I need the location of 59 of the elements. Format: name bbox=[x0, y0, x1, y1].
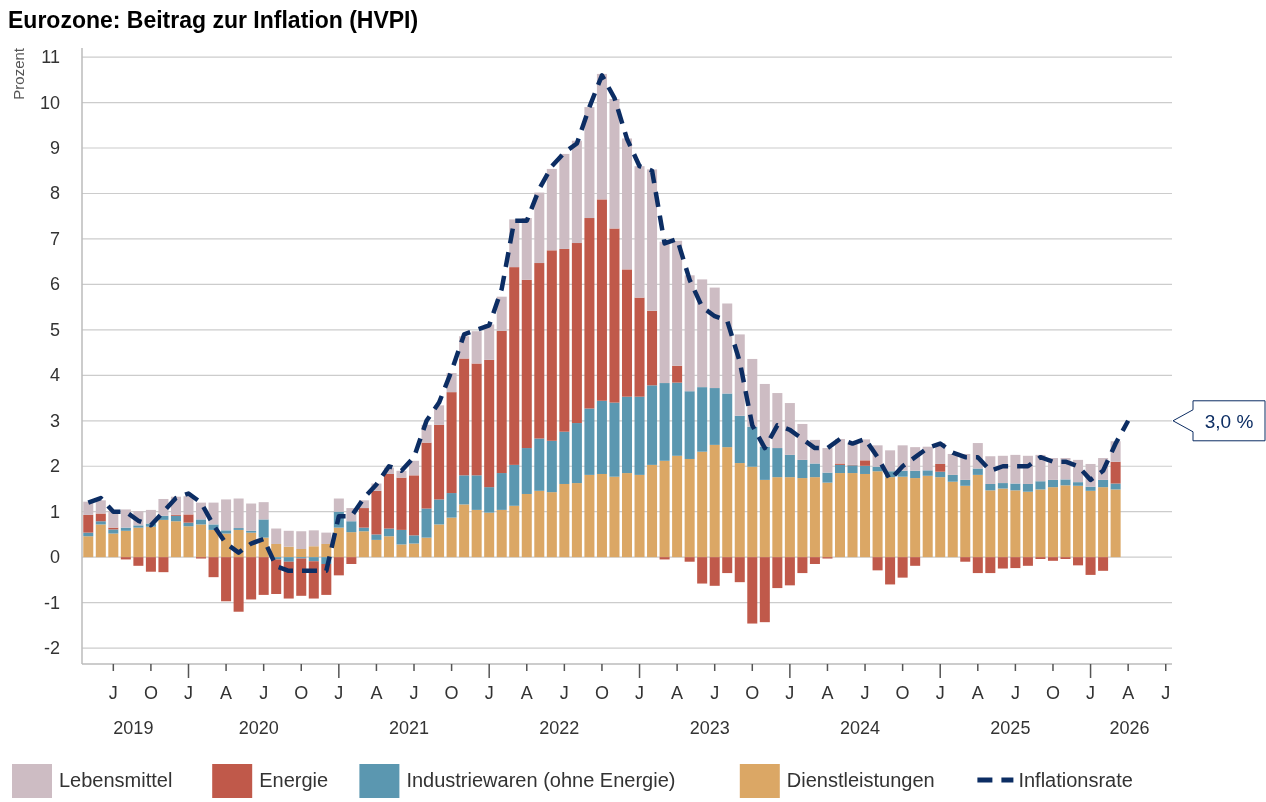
x-tick-label: O bbox=[895, 683, 910, 703]
legend-label: Lebensmittel bbox=[59, 769, 173, 791]
text: 2020 bbox=[238, 718, 279, 738]
y-tick-label: 11 bbox=[41, 47, 60, 68]
y-axis-title: Prozent bbox=[10, 47, 27, 100]
x-tick-label: A bbox=[821, 683, 834, 703]
y-tick-label: 1 bbox=[49, 501, 60, 522]
x-tick-label: O bbox=[294, 683, 309, 703]
y-tick-label: 4 bbox=[49, 365, 60, 386]
x-tick-label: J bbox=[183, 683, 193, 703]
x-tick-label: A bbox=[1122, 683, 1135, 703]
x-tick-label: A bbox=[520, 683, 533, 703]
x-tick-label: J bbox=[108, 683, 118, 703]
y-tick-label: 6 bbox=[49, 274, 60, 295]
x-tick-label: A bbox=[971, 683, 984, 703]
y-tick-label: -1 bbox=[43, 592, 60, 613]
y-tick-label: 10 bbox=[39, 92, 60, 113]
x-tick-label: J bbox=[785, 683, 795, 703]
x-tick-label: O bbox=[745, 683, 760, 703]
y-tick-label: 2 bbox=[49, 456, 60, 477]
x-tick-label: J bbox=[635, 683, 645, 703]
legend-label: Industriewaren (ohne Energie) bbox=[406, 769, 676, 791]
text: 2026 bbox=[1109, 718, 1150, 738]
y-tick-label: 8 bbox=[49, 183, 60, 204]
x-tick-label: O bbox=[444, 683, 459, 703]
y-tick-label: 0 bbox=[49, 547, 60, 568]
x-tick-label: A bbox=[220, 683, 233, 703]
x-tick-label: J bbox=[484, 683, 494, 703]
chart-title: Eurozone: Beitrag zur Inflation (HVPI) bbox=[8, 7, 419, 33]
x-tick-label: J bbox=[1010, 683, 1020, 703]
legend-label: Energie bbox=[259, 769, 329, 791]
x-tick-label: A bbox=[370, 683, 383, 703]
legend-label: Inflationsrate bbox=[1018, 769, 1133, 791]
x-tick-label: A bbox=[671, 683, 684, 703]
text: 3,0 % bbox=[1204, 410, 1254, 432]
x-tick-label: J bbox=[1086, 683, 1096, 703]
x-tick-label: O bbox=[1045, 683, 1060, 703]
y-tick-label: 7 bbox=[49, 228, 60, 249]
y-tick-label: -2 bbox=[43, 638, 60, 659]
x-tick-label: J bbox=[860, 683, 870, 703]
text: 2024 bbox=[840, 718, 881, 738]
text: 2025 bbox=[990, 718, 1031, 738]
x-tick-label: O bbox=[143, 683, 158, 703]
legend-label: Dienstleistungen bbox=[786, 769, 935, 791]
y-tick-label: 5 bbox=[49, 319, 60, 340]
x-tick-label: J bbox=[259, 683, 269, 703]
x-tick-label: J bbox=[409, 683, 419, 703]
text: 2023 bbox=[689, 718, 730, 738]
y-tick-label: 3 bbox=[49, 410, 60, 431]
y-tick-label: 9 bbox=[49, 138, 60, 159]
x-tick-label: J bbox=[559, 683, 569, 703]
text: 2022 bbox=[539, 718, 580, 738]
x-tick-label: J bbox=[710, 683, 720, 703]
x-tick-label: J bbox=[1161, 683, 1171, 703]
text: 2019 bbox=[113, 718, 154, 738]
x-tick-label: O bbox=[594, 683, 609, 703]
x-tick-label: J bbox=[334, 683, 344, 703]
text: 2021 bbox=[388, 718, 430, 738]
x-tick-label: J bbox=[935, 683, 945, 703]
